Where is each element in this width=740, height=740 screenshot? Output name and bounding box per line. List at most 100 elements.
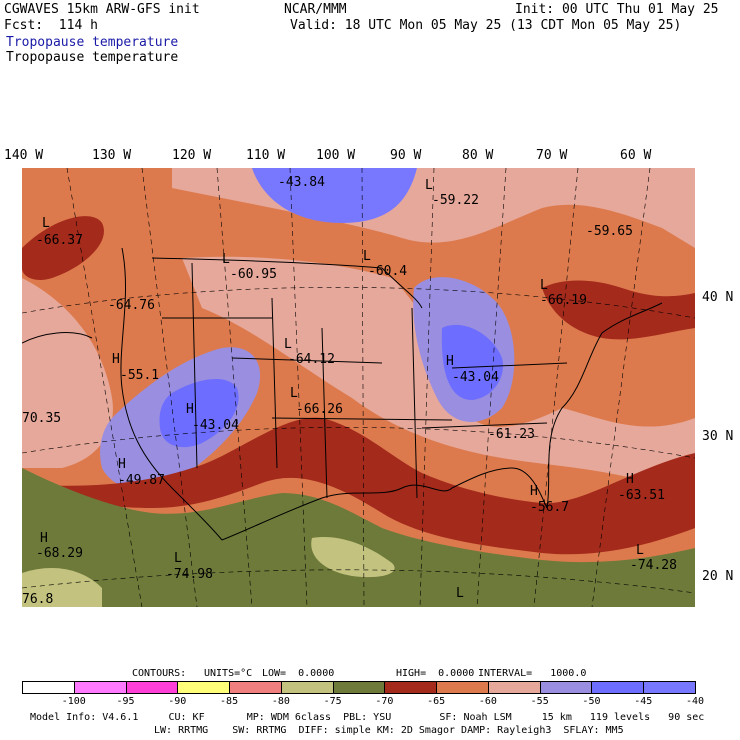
colorbar-tick-label: -90: [168, 696, 187, 707]
map-label-high-5-symbol: H: [626, 472, 634, 487]
political-boundaries: [22, 247, 663, 541]
map-label-70-35: 70.35: [22, 411, 62, 426]
graticule: [22, 168, 695, 607]
contours-units: UNITS=°C: [204, 668, 253, 679]
map-label-high-2-symbol: H: [446, 354, 454, 369]
init-time: Init: 00 UTC Thu 01 May 25: [515, 2, 719, 17]
colorbar-segment: [177, 681, 231, 694]
colorbar-segment: [384, 681, 438, 694]
colorbar-tick-label: -85: [220, 696, 239, 707]
colorbar-segment: [332, 681, 386, 694]
field-khaki-south: [22, 568, 102, 607]
lat-label-20n: 20 N: [702, 569, 734, 584]
map-label-high-4: -49.87: [118, 473, 165, 488]
map-label-low-5-symbol: L: [363, 249, 371, 264]
lon-label-110w: 110 W: [246, 148, 286, 163]
field-red-pacific: [22, 216, 104, 280]
map-label-high-6: -56.7: [530, 500, 570, 515]
colorbar-tick-label: -40: [685, 696, 705, 707]
colorbar-tick-label: -65: [427, 696, 446, 707]
field-red-south: [22, 417, 695, 555]
contours-low: LOW= 0.0000: [262, 668, 335, 679]
map-label-low-7-symbol: L: [540, 278, 548, 293]
colorbar-tick-label: -45: [634, 696, 653, 707]
contours-high: HIGH= 0.0000: [396, 668, 475, 679]
colorbar-segment: [487, 681, 541, 694]
map-label-low-4-symbol: L: [222, 252, 230, 267]
map-label-low-7: -66.19: [540, 293, 587, 308]
colorbar-tick-label: -50: [582, 696, 601, 707]
colorbar-tick-label: -60: [478, 696, 497, 707]
colorbar: [22, 681, 696, 694]
map-label-low-1: -43.84: [278, 175, 325, 190]
field-blue-greatlakes-core: [441, 324, 503, 400]
field-band-west: [22, 278, 113, 468]
center-name: NCAR/MMM: [284, 2, 347, 17]
map-label-low-8: -64.12: [288, 352, 335, 367]
colorbar-segment: [280, 681, 334, 694]
colorbar-segment: [229, 681, 282, 694]
map-label-high-2: -43.04: [452, 370, 499, 385]
map-label-high-1-symbol: H: [112, 352, 120, 367]
map-label-low-3-symbol: L: [42, 216, 50, 231]
contours-interval: INTERVAL= 1000.0: [478, 668, 587, 679]
map-label-low-11-symbol: L: [636, 543, 644, 558]
map-label-high-5: -63.51: [618, 488, 665, 503]
colorbar-segment: [125, 681, 179, 694]
map-label-high-6-symbol: H: [530, 484, 538, 499]
map-label-low-12-symbol: L: [456, 586, 464, 601]
lon-label-90w: 90 W: [390, 148, 422, 163]
map-label-low-10-symbol: L: [174, 551, 182, 566]
contours-label: CONTOURS:: [132, 668, 187, 679]
model-title: CGWAVES 15km ARW-GFS init: [4, 2, 200, 17]
lon-label-130w: 130 W: [92, 148, 132, 163]
colorbar-tick-label: -100: [61, 696, 86, 707]
colorbar-segment: [591, 681, 645, 694]
model-info-line-2: LW: RRTMG SW: RRTMG DIFF: simple KM: 2D …: [154, 725, 624, 736]
field-title-secondary: Tropopause temperature: [6, 50, 179, 65]
map-label-low-5: -60.4: [368, 264, 408, 279]
map-label-high-4-symbol: H: [118, 457, 126, 472]
map-label-low-2: -59.22: [432, 193, 479, 208]
field-olive-south: [22, 468, 695, 607]
map-label-high-7: -68.29: [36, 546, 83, 561]
forecast-hour: Fcst: 114 h: [4, 18, 98, 33]
field-red-northeast: [542, 280, 695, 340]
field-blue-southwest-core: [159, 378, 239, 448]
colorbar-segment: [22, 681, 75, 694]
lon-label-70w: 70 W: [536, 148, 568, 163]
lon-label-120w: 120 W: [172, 148, 212, 163]
lon-label-140w: 140 W: [4, 148, 44, 163]
map-label-high-3-symbol: H: [186, 402, 194, 417]
map-label-61-23: -61.23: [488, 427, 535, 442]
model-info-line-1: Model Info: V4.6.1 CU: KF MP: WDM 6class…: [30, 712, 705, 723]
map-label-low-9-symbol: L: [290, 386, 298, 401]
field-title-primary: Tropopause temperature: [6, 35, 179, 50]
tropopause-temperature-map: [22, 168, 695, 607]
map-label-low-6: -59.65: [586, 224, 633, 239]
colorbar-tick-label: -75: [323, 696, 342, 707]
lon-label-80w: 80 W: [462, 148, 494, 163]
map-label-low-2-symbol: L: [425, 178, 433, 193]
colorbar-tick-label: -70: [375, 696, 394, 707]
colorbar-tick-label: -80: [271, 696, 290, 707]
map-label-low-10: -74.98: [166, 567, 213, 582]
colorbar-tick-label: -95: [116, 696, 135, 707]
map-label-low-11: -74.28: [630, 558, 677, 573]
colorbar-segment: [73, 681, 127, 694]
colorbar-segment: [436, 681, 489, 694]
map-label-low-3: -66.37: [36, 233, 83, 248]
field-blue-north: [252, 168, 417, 223]
lon-label-100w: 100 W: [316, 148, 356, 163]
map-label-low-8-symbol: L: [284, 337, 292, 352]
map-label-high-3: -43.04: [192, 418, 239, 433]
colorbar-segment: [643, 681, 696, 694]
map-label-64-76: -64.76: [108, 298, 155, 313]
map-label-low-4: -60.95: [230, 267, 277, 282]
map-label-low-9: -66.26: [296, 402, 343, 417]
field-khaki-southeast: [311, 537, 395, 578]
colorbar-segment: [539, 681, 593, 694]
map-label-high-1: -55.1: [120, 368, 160, 383]
valid-time: Valid: 18 UTC Mon 05 May 25 (13 CDT Mon …: [290, 18, 682, 33]
map-label-high-7-symbol: H: [40, 531, 48, 546]
